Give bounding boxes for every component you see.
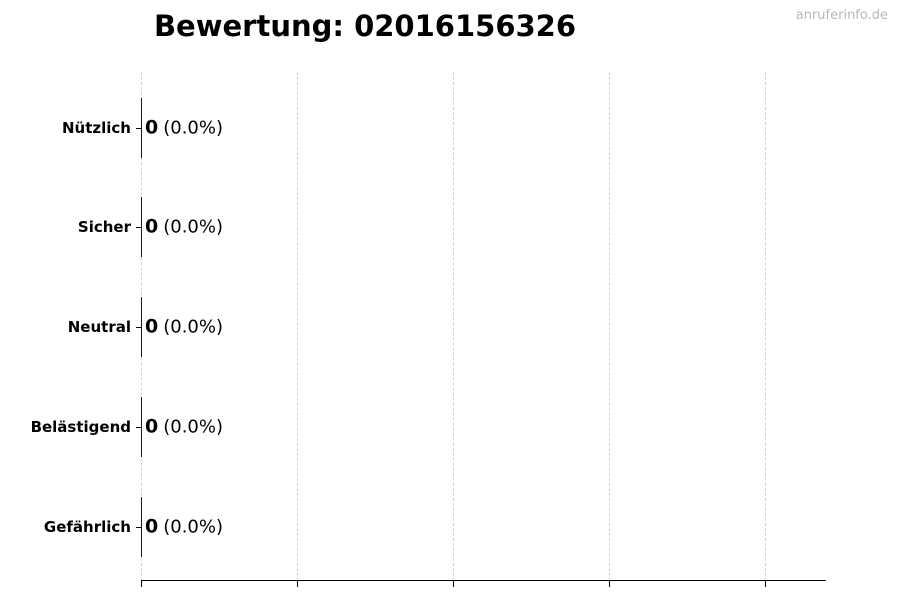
bar-value-count-sicher: 0 — [145, 215, 159, 238]
x-tick-3 — [609, 581, 610, 587]
bar-value-count-gefaehrlich: 0 — [145, 515, 159, 538]
x-tick-4 — [765, 581, 766, 587]
bar-belaestigend — [141, 397, 142, 457]
bar-value-percent-gefaehrlich: (0.0%) — [163, 516, 224, 538]
x-axis-line — [141, 580, 826, 581]
y-axis-label-gefaehrlich: Gefährlich — [43, 518, 131, 536]
bar-gefaehrlich — [141, 497, 142, 557]
chart-title: Bewertung: 02016156326 — [153, 9, 577, 43]
bar-value-percent-neutral: (0.0%) — [163, 316, 224, 338]
bar-value-belaestigend: 0 (0.0%) — [145, 415, 224, 438]
gridline-x2 — [453, 72, 454, 581]
gridline-x3 — [609, 72, 610, 581]
y-axis-label-neutral: Neutral — [67, 318, 131, 336]
bar-nuetzlich — [141, 98, 142, 158]
bar-value-percent-sicher: (0.0%) — [163, 216, 224, 238]
x-tick-1 — [297, 581, 298, 587]
y-tick-sicher — [136, 227, 141, 228]
bar-value-count-belaestigend: 0 — [145, 415, 159, 438]
y-tick-gefaehrlich — [136, 527, 141, 528]
y-tick-neutral — [136, 327, 141, 328]
bar-value-neutral: 0 (0.0%) — [145, 315, 224, 338]
bar-value-sicher: 0 (0.0%) — [145, 215, 224, 238]
x-tick-0 — [141, 581, 142, 587]
watermark-anruferinfo: anruferinfo.de — [795, 8, 888, 23]
y-axis-label-belaestigend: Belästigend — [30, 418, 131, 436]
bar-value-percent-nuetzlich: (0.0%) — [163, 117, 224, 139]
bar-sicher — [141, 197, 142, 257]
gridline-x4 — [765, 72, 766, 581]
bar-value-percent-belaestigend: (0.0%) — [163, 416, 224, 438]
y-axis-label-sicher: Sicher — [77, 218, 131, 236]
bar-neutral — [141, 297, 142, 357]
bar-value-count-neutral: 0 — [145, 315, 159, 338]
bar-value-count-nuetzlich: 0 — [145, 116, 159, 139]
gridline-x1 — [297, 72, 298, 581]
y-axis-label-nuetzlich: Nützlich — [62, 119, 131, 137]
x-tick-2 — [453, 581, 454, 587]
y-tick-nuetzlich — [136, 128, 141, 129]
y-tick-belaestigend — [136, 427, 141, 428]
bar-value-nuetzlich: 0 (0.0%) — [145, 116, 224, 139]
plot-area — [141, 72, 825, 581]
bar-value-gefaehrlich: 0 (0.0%) — [145, 515, 224, 538]
